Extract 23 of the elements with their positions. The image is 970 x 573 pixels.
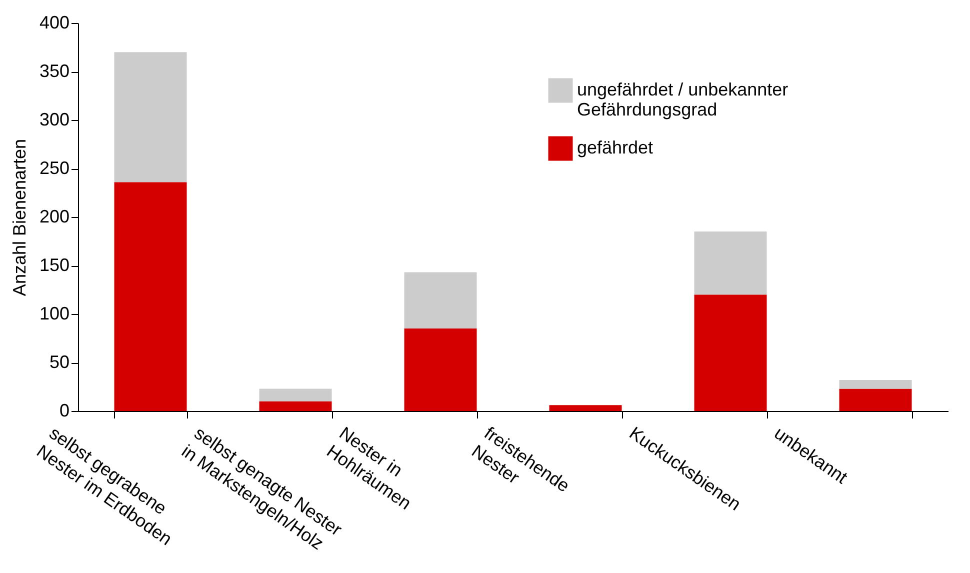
y-tick-label: 400 bbox=[39, 12, 70, 32]
bar bbox=[839, 388, 912, 411]
legend-label: ungefährdet / unbekannter Gefährdungsgrad bbox=[577, 80, 788, 120]
bar bbox=[259, 401, 332, 411]
bar bbox=[259, 388, 332, 402]
y-tick-label: 250 bbox=[39, 158, 70, 178]
y-tick-label: 300 bbox=[39, 110, 70, 130]
y-tick-label: 0 bbox=[59, 400, 70, 420]
bar bbox=[114, 52, 187, 182]
bar bbox=[404, 328, 477, 411]
legend-label: gefährdet bbox=[577, 138, 654, 158]
y-tick-label: 150 bbox=[39, 255, 70, 275]
y-axis-title: Anzahl Bienenarten bbox=[9, 138, 30, 296]
y-tick-label: 50 bbox=[49, 352, 70, 372]
bar bbox=[549, 405, 622, 411]
y-tick-label: 200 bbox=[39, 206, 70, 226]
bar bbox=[839, 380, 912, 389]
y-tick-label: 100 bbox=[39, 304, 70, 324]
bar bbox=[694, 294, 767, 411]
y-tick-label: 350 bbox=[39, 61, 70, 81]
bar bbox=[694, 232, 767, 295]
bar bbox=[404, 272, 477, 329]
bar bbox=[114, 182, 187, 411]
